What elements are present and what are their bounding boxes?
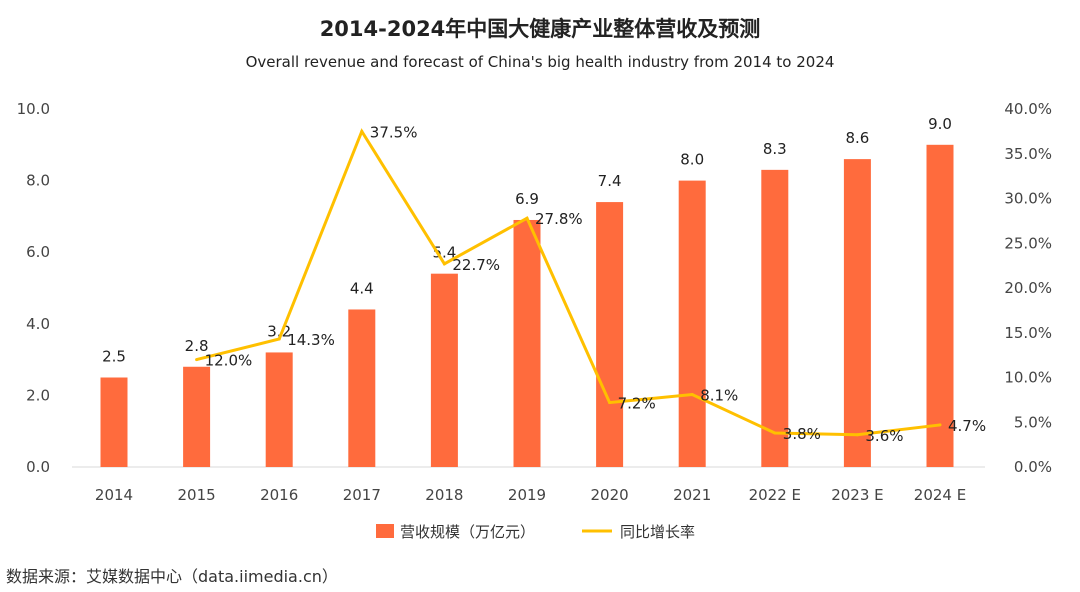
growth-value-label: 7.2% xyxy=(618,395,656,413)
x-tick-label: 2016 xyxy=(260,486,298,504)
growth-point xyxy=(855,433,859,437)
left-tick-label: 8.0 xyxy=(26,172,50,190)
source-note: 数据来源：艾媒数据中心（data.iimedia.cn） xyxy=(6,567,338,586)
x-tick-label: 2020 xyxy=(591,486,629,504)
growth-value-label: 3.8% xyxy=(783,425,821,443)
bar-value-label: 9.0 xyxy=(928,115,952,133)
bar-value-label: 6.9 xyxy=(515,190,539,208)
left-tick-label: 2.0 xyxy=(26,386,50,404)
growth-point xyxy=(525,216,529,220)
bar-value-label: 8.6 xyxy=(845,129,869,147)
x-tick-label: 2014 xyxy=(95,486,133,504)
bar xyxy=(183,366,211,467)
growth-value-label: 27.8% xyxy=(535,210,583,228)
legend-bar-label: 营收规模（万亿元） xyxy=(400,523,535,541)
bar xyxy=(100,377,128,467)
growth-value-label: 12.0% xyxy=(205,352,253,370)
x-tick-label: 2024 E xyxy=(914,486,966,504)
growth-point xyxy=(938,423,942,427)
x-tick-label: 2015 xyxy=(178,486,216,504)
legend-bar-swatch xyxy=(376,524,394,538)
growth-value-label: 14.3% xyxy=(287,331,335,349)
bar xyxy=(348,309,376,467)
growth-point xyxy=(690,393,694,397)
right-tick-label: 20.0% xyxy=(1004,279,1052,297)
right-axis: 0.0% 5.0% 10.0% 15.0% 20.0% 25.0% 30.0% 35.0% 40… xyxy=(1004,100,1052,476)
growth-point xyxy=(442,262,446,266)
legend: 营收规模（万亿元） 同比增长率 xyxy=(376,523,695,541)
growth-value-label: 4.7% xyxy=(948,417,986,435)
x-tick-label: 2021 xyxy=(673,486,711,504)
x-tick-label: 2022 E xyxy=(749,486,801,504)
x-tick-label: 2018 xyxy=(425,486,463,504)
bar-value-label: 2.5 xyxy=(102,348,126,366)
left-axis: 0.0 2.0 4.0 6.0 8.0 10.0 xyxy=(17,100,50,476)
left-tick-label: 6.0 xyxy=(26,243,50,261)
left-tick-label: 0.0 xyxy=(26,458,50,476)
bar xyxy=(596,202,624,467)
growth-point xyxy=(195,358,199,362)
right-tick-label: 10.0% xyxy=(1004,369,1052,387)
right-tick-label: 25.0% xyxy=(1004,234,1052,252)
bar xyxy=(761,169,789,468)
left-tick-label: 4.0 xyxy=(26,315,50,333)
bar xyxy=(513,219,541,467)
right-tick-label: 30.0% xyxy=(1004,190,1052,208)
left-tick-label: 10.0 xyxy=(17,100,50,118)
right-tick-label: 15.0% xyxy=(1004,324,1052,342)
x-tick-label: 2023 E xyxy=(831,486,883,504)
growth-value-label: 22.7% xyxy=(452,256,500,274)
chart-title: 2014-2024年中国大健康产业整体营收及预测 xyxy=(320,17,761,41)
bar-value-label: 8.3 xyxy=(763,140,787,158)
x-tick-label: 2019 xyxy=(508,486,546,504)
growth-point xyxy=(773,431,777,435)
bar xyxy=(926,144,954,468)
bar-series: 2.52.83.24.45.46.97.48.08.38.69.0 xyxy=(100,115,954,468)
bar xyxy=(678,180,706,467)
right-tick-label: 0.0% xyxy=(1014,458,1052,476)
growth-point xyxy=(608,401,612,405)
growth-value-label: 3.6% xyxy=(865,427,903,445)
right-tick-label: 35.0% xyxy=(1004,145,1052,163)
right-tick-label: 40.0% xyxy=(1004,100,1052,118)
line-series: 12.0% 14.3% 37.5% 22.7% 27.8% 7.2% 8.1% 3.8% 3.6… xyxy=(195,123,986,445)
bar-value-label: 2.8 xyxy=(185,337,209,355)
growth-point xyxy=(360,129,364,133)
x-tick-label: 2017 xyxy=(343,486,381,504)
growth-point xyxy=(277,337,281,341)
bar-value-label: 7.4 xyxy=(598,172,622,190)
growth-line xyxy=(196,128,941,437)
bar-value-label: 4.4 xyxy=(350,279,374,297)
bar xyxy=(843,159,871,467)
bar-value-label: 5.4 xyxy=(432,244,456,262)
bar xyxy=(265,352,293,467)
bar xyxy=(430,273,458,467)
growth-value-label: 37.5% xyxy=(370,123,418,141)
right-tick-label: 5.0% xyxy=(1014,413,1052,431)
bar-value-label: 8.0 xyxy=(680,151,704,169)
growth-value-label: 8.1% xyxy=(700,387,738,405)
x-axis: 2014 2015 2016 2017 2018 2019 2020 2021 2022 E 20… xyxy=(95,486,966,504)
legend-line-label: 同比增长率 xyxy=(620,523,695,541)
chart-subtitle: Overall revenue and forecast of China's … xyxy=(246,53,835,71)
